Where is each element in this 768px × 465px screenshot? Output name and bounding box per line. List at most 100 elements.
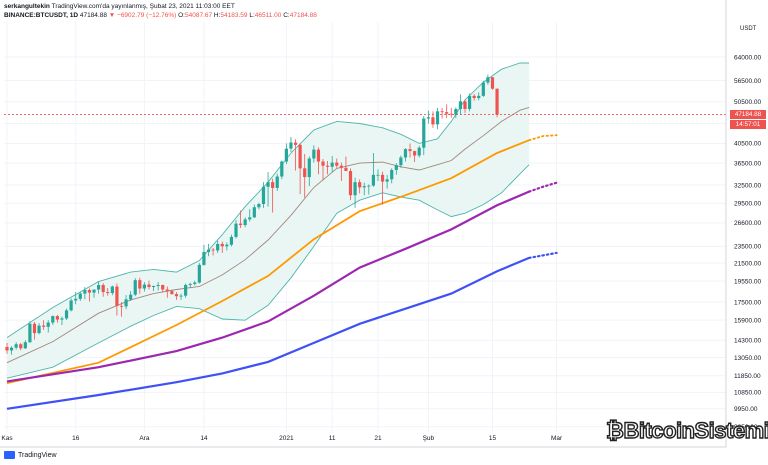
bollinger-basis-line (6, 106, 530, 364)
y-tick-label: 9050.00 (734, 424, 758, 431)
candle-body (293, 142, 298, 145)
candle-body (495, 88, 499, 115)
y-tick-label: 64000.00 (734, 54, 761, 61)
x-tick-label: 14 (200, 435, 208, 442)
ma100-line-projection (528, 181, 558, 193)
y-tick-label: 40500.00 (734, 141, 761, 148)
x-tick-label: Şub (423, 435, 435, 442)
candle-body (271, 182, 275, 188)
bollinger-band-fill (7, 63, 530, 379)
candle-body (326, 165, 330, 167)
price-change: ▼ −6902.79 (−12.76%) (108, 12, 177, 19)
candle-body (257, 203, 261, 208)
candle-body (64, 310, 69, 319)
candle-body (261, 186, 266, 204)
candle-body (138, 280, 142, 289)
close-label: C: (283, 12, 290, 19)
watermark-label: BitcoinSistemi (623, 417, 768, 443)
candle-body (284, 148, 288, 162)
candle-body (133, 280, 137, 295)
candle-body (211, 249, 215, 251)
candle-body (380, 174, 385, 182)
candle-body (467, 95, 472, 109)
candle-body (426, 117, 430, 119)
candle-body (422, 118, 426, 148)
candle-body (266, 182, 270, 187)
candle-body (19, 344, 23, 349)
candle-body (399, 157, 403, 166)
candle-body (110, 286, 114, 294)
y-tick-label: 19550.00 (734, 278, 761, 285)
candle-body (481, 82, 485, 96)
candle-body (83, 290, 87, 294)
y-axis[interactable]: 9050.00 9950.00 10850.00 11850.00 13050.00 14… (725, 0, 761, 447)
candle-body (115, 286, 119, 306)
ma100-line (6, 190, 530, 383)
candle-body (206, 249, 211, 253)
last-price-tag: 47184.88 (730, 109, 766, 119)
candle-body (440, 111, 444, 113)
candle-body (477, 95, 481, 99)
symbol-label[interactable]: BINANCE:BTCUSDT, 1D (4, 12, 79, 19)
candle-body (275, 176, 279, 188)
x-tick-label: 21 (374, 435, 382, 442)
footer-brand[interactable]: TradingView (4, 451, 57, 459)
x-tick-label: 15 (489, 435, 497, 442)
x-tick-label: 16 (72, 435, 80, 442)
candle-body (119, 305, 124, 307)
candle-body (458, 101, 463, 109)
candle-body (339, 165, 343, 168)
candle-body (142, 284, 146, 289)
candle-body (348, 171, 353, 196)
candle-body (353, 182, 357, 196)
author-name[interactable]: serkangultekin (4, 3, 50, 10)
candle-body (413, 151, 417, 156)
candle-body (394, 165, 398, 170)
grid-lines (4, 22, 726, 432)
indicator-lines (4, 62, 726, 410)
candle-body (371, 174, 375, 186)
candle-body (42, 325, 46, 327)
candle-body (184, 285, 188, 296)
ma50-line (6, 139, 530, 384)
candle-body (51, 316, 55, 323)
header-ohlc-line: BINANCE:BTCUSDT, 1D 47184.88 ▼ −6902.79 … (4, 12, 317, 19)
candle-body (9, 347, 14, 351)
candle-body (78, 293, 82, 299)
ma200-line (6, 256, 530, 410)
x-tick-label: Ara (139, 435, 150, 442)
y-tick-label: 17500.00 (734, 299, 761, 306)
candle-body (46, 322, 50, 327)
candle-body (60, 318, 64, 320)
candle-body (463, 101, 467, 109)
published-note: TradingView.com'da yayınlanmış, Şubat 23… (51, 3, 235, 10)
candle-body (312, 149, 316, 159)
y-tick-label: 56500.00 (734, 78, 761, 85)
candle-body (344, 167, 348, 172)
bollinger-fill (7, 63, 530, 379)
candle-body (417, 147, 421, 156)
candle-body (280, 161, 284, 177)
x-axis[interactable]: Kas 16 Ara 14 2021 11 21 Şub 15 Mar (0, 435, 726, 448)
candle-body (403, 149, 408, 158)
candle-body (445, 112, 449, 114)
y-tick-label: 26600.00 (734, 220, 761, 227)
y-tick-label: 11850.00 (734, 373, 761, 380)
candle-body (298, 144, 302, 169)
y-tick-label: 21500.00 (734, 260, 761, 267)
candle-body (454, 108, 458, 115)
candle-body (129, 294, 133, 300)
y-tick-label: 9950.00 (734, 406, 758, 413)
candle-body (202, 252, 206, 265)
candle-body (197, 264, 201, 283)
y-tick-label: 14300.00 (734, 338, 761, 345)
candle-body (165, 289, 169, 292)
candle-body (490, 77, 495, 89)
candle-body (69, 300, 73, 311)
candle-body (170, 291, 174, 295)
last-price: 47184.88 (79, 12, 107, 19)
y-tick-label: 50500.00 (734, 99, 761, 106)
y-tick-label: 29500.00 (734, 201, 761, 208)
